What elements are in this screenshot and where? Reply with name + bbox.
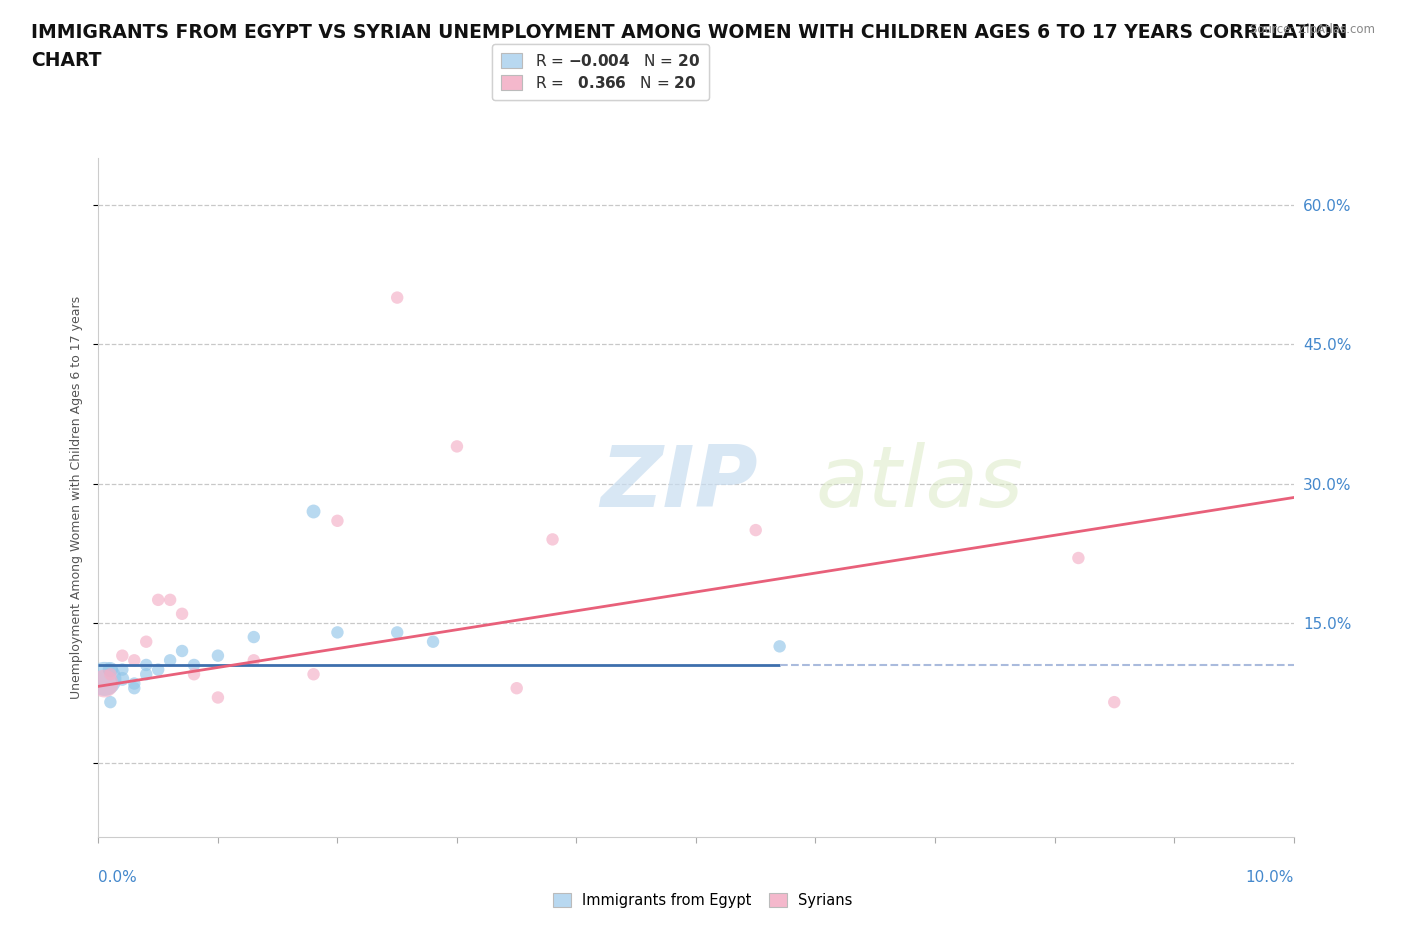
Point: [98, 667, 122, 682]
Point: [302, 667, 325, 682]
Point: [385, 625, 409, 640]
Point: [159, 653, 181, 668]
Point: [326, 513, 349, 528]
Point: [111, 662, 134, 677]
Point: [243, 653, 266, 668]
Point: [111, 648, 134, 663]
Point: [172, 606, 194, 621]
Point: [385, 290, 409, 305]
Point: [207, 690, 229, 705]
Text: Source: ZipAtlas.com: Source: ZipAtlas.com: [1250, 23, 1375, 36]
Point: [98, 695, 122, 710]
Point: [172, 644, 194, 658]
Point: [124, 681, 146, 696]
Point: [183, 658, 205, 672]
Point: [183, 667, 205, 682]
Text: IMMIGRANTS FROM EGYPT VS SYRIAN UNEMPLOYMENT AMONG WOMEN WITH CHILDREN AGES 6 TO: IMMIGRANTS FROM EGYPT VS SYRIAN UNEMPLOY…: [31, 23, 1347, 42]
Point: [422, 634, 444, 649]
Point: [124, 676, 146, 691]
Y-axis label: Unemployment Among Women with Children Ages 6 to 17 years: Unemployment Among Women with Children A…: [70, 296, 83, 699]
Legend: R = $\mathbf{-0.004}$   N = $\mathbf{20}$, R =   $\mathbf{0.366}$   N = $\mathbf: R = $\mathbf{-0.004}$ N = $\mathbf{20}$,…: [492, 44, 709, 100]
Point: [124, 653, 146, 668]
Text: CHART: CHART: [31, 51, 101, 70]
Legend: Immigrants from Egypt, Syrians: Immigrants from Egypt, Syrians: [547, 886, 859, 913]
Point: [111, 671, 134, 686]
Point: [93, 676, 115, 691]
Point: [135, 658, 157, 672]
Point: [148, 592, 170, 607]
Point: [326, 625, 349, 640]
Point: [93, 671, 115, 686]
Text: ZIP: ZIP: [600, 443, 758, 525]
Point: [446, 439, 468, 454]
Point: [159, 592, 181, 607]
Point: [506, 681, 529, 696]
Point: [98, 662, 122, 677]
Point: [769, 639, 792, 654]
Point: [135, 667, 157, 682]
Point: [1104, 695, 1126, 710]
Point: [243, 630, 266, 644]
Text: atlas: atlas: [815, 443, 1024, 525]
Point: [541, 532, 564, 547]
Text: 0.0%: 0.0%: [98, 870, 138, 884]
Point: [148, 662, 170, 677]
Point: [302, 504, 325, 519]
Point: [135, 634, 157, 649]
Point: [207, 648, 229, 663]
Point: [1067, 551, 1090, 565]
Point: [745, 523, 768, 538]
Text: 10.0%: 10.0%: [1246, 870, 1294, 884]
